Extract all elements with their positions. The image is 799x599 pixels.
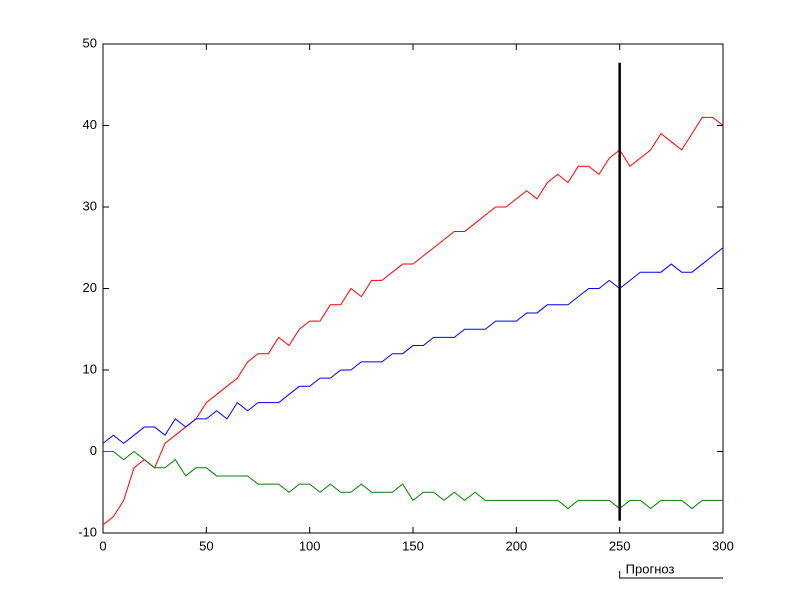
x-tick-label: 0 bbox=[99, 538, 106, 553]
x-tick-label: 200 bbox=[505, 538, 527, 553]
x-tick-label: 50 bbox=[199, 538, 213, 553]
y-tick-label: -10 bbox=[78, 524, 97, 539]
plot-area bbox=[102, 43, 724, 534]
series-line bbox=[102, 116, 724, 526]
forecast-label: Прогноз bbox=[626, 561, 675, 576]
x-tick-label: 150 bbox=[402, 538, 424, 553]
y-tick-label: 10 bbox=[83, 361, 97, 376]
x-tick-label: 100 bbox=[299, 538, 321, 553]
series-line bbox=[102, 247, 724, 444]
y-tick-label: 30 bbox=[83, 198, 97, 213]
y-tick-label: 20 bbox=[83, 280, 97, 295]
x-tick-label: 250 bbox=[609, 538, 631, 553]
series-line bbox=[103, 450, 723, 510]
forecast-bracket bbox=[619, 571, 723, 579]
x-tick-label: 300 bbox=[712, 538, 734, 553]
y-tick-label: 0 bbox=[90, 443, 97, 458]
y-tick-label: 50 bbox=[83, 35, 97, 50]
y-tick-label: 40 bbox=[83, 117, 97, 132]
